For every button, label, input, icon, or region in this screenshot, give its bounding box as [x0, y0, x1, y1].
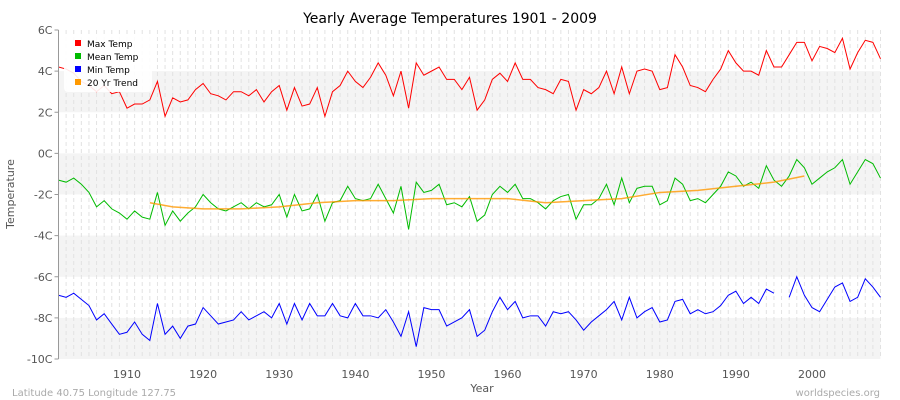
y-tick-label: 6C — [38, 24, 53, 37]
legend-label: 20 Yr Trend — [87, 79, 138, 89]
x-tick-label: 1920 — [189, 368, 217, 381]
x-tick-label: 1930 — [265, 368, 293, 381]
series-line-min-temp — [788, 275, 881, 313]
y-ticks: 6C 4C 2C 0C -2C -4C -6C -8C -10C — [27, 24, 59, 366]
x-tick-label: 1980 — [646, 368, 674, 381]
y-tick-label: -10C — [27, 353, 53, 366]
x-tick-label: 1960 — [494, 368, 522, 381]
y-tick-label: -6C — [34, 271, 53, 284]
y-tick-label: -2C — [34, 189, 53, 202]
legend-swatch — [75, 53, 81, 59]
legend-swatch — [75, 40, 81, 46]
x-tick-label: 2000 — [798, 368, 826, 381]
chart-title: Yearly Average Temperatures 1901 - 2009 — [302, 11, 597, 27]
x-tick-label: 1940 — [341, 368, 369, 381]
series-line-mean-temp — [58, 158, 881, 230]
footer-location: Latitude 40.75 Longitude 127.75 — [12, 388, 176, 399]
x-tick-label: 1970 — [570, 368, 598, 381]
y-tick-label: -4C — [34, 230, 53, 243]
legend: Max Temp Mean Temp Min Temp 20 Yr Trend — [64, 34, 152, 92]
series-lines — [58, 36, 881, 347]
x-tick-label: 1990 — [722, 368, 750, 381]
y-axis-label: Temperature — [4, 159, 17, 230]
series-line-20-yr-trend — [149, 175, 805, 210]
x-tick-label: 1910 — [113, 368, 141, 381]
x-axis-label: Year — [469, 382, 494, 395]
series-line-min-temp — [58, 288, 775, 347]
y-tick-label: 4C — [38, 65, 53, 78]
y-tick-label: 0C — [38, 147, 53, 160]
legend-label: Max Temp — [87, 40, 133, 50]
x-tick-label: 1950 — [417, 368, 445, 381]
footer-source: worldspecies.org — [796, 388, 880, 399]
legend-swatch — [75, 66, 81, 72]
legend-label: Mean Temp — [87, 53, 139, 63]
series-line-max-temp — [58, 36, 881, 119]
y-tick-label: -8C — [34, 312, 53, 325]
legend-box — [64, 34, 152, 92]
x-ticks: 1910 1920 1930 1940 1950 1960 1970 1980 1990 2000 — [113, 368, 826, 381]
legend-label: Min Temp — [87, 66, 130, 76]
legend-swatch — [75, 79, 81, 85]
y-tick-label: 2C — [38, 106, 53, 119]
